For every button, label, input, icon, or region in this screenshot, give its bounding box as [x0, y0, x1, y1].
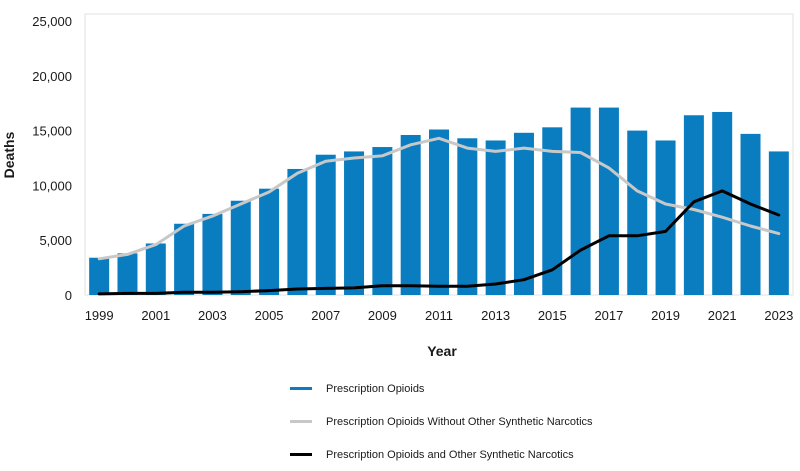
bar-2021	[712, 111, 733, 295]
bar-2013	[485, 140, 506, 295]
bar-2016	[570, 107, 591, 295]
x-tick-label: 2023	[764, 308, 793, 323]
line-series-2	[97, 189, 781, 296]
x-tick-label: 2021	[708, 308, 737, 323]
bar-2004	[230, 200, 251, 295]
bar-2023	[768, 151, 789, 295]
y-axis-ticks: 0 5,000 10,000 15,000 20,000 25,000	[32, 14, 72, 303]
line-series-1	[97, 136, 781, 261]
x-tick-label: 2015	[538, 308, 567, 323]
x-tick-label: 2009	[368, 308, 397, 323]
chart: 0 5,000 10,000 15,000 20,000 25,000 1999 2001 2…	[1, 13, 794, 359]
legend-label: Prescription Opioids and Other Synthetic…	[326, 448, 574, 461]
legend: Prescription Opioids Prescription Opioid…	[290, 372, 593, 471]
x-axis-ticks: 1999 2001 2003 2005 2007 2009 2011 2013 2015 2017…	[85, 308, 794, 323]
bar-2015	[542, 127, 563, 295]
x-tick-label: 1999	[85, 308, 114, 323]
line-series	[97, 136, 781, 296]
bar-2008	[344, 151, 365, 295]
x-tick-label: 2011	[425, 308, 453, 323]
bar-2007	[315, 154, 336, 295]
legend-swatch	[290, 387, 312, 390]
bar-series	[89, 107, 789, 295]
bar-2005	[259, 188, 280, 295]
x-tick-label: 2003	[198, 308, 227, 323]
y-tick-label: 0	[65, 288, 72, 303]
bar-2003	[202, 213, 223, 295]
x-tick-label: 2019	[651, 308, 680, 323]
x-tick-label: 2005	[255, 308, 284, 323]
legend-item-without-synthetic: Prescription Opioids Without Other Synth…	[290, 405, 593, 438]
y-tick-label: 15,000	[32, 124, 72, 139]
y-tick-label: 10,000	[32, 178, 72, 193]
legend-label: Prescription Opioids Without Other Synth…	[326, 415, 593, 428]
legend-item-prescription-opioids: Prescription Opioids	[290, 372, 593, 405]
bar-2022	[740, 133, 761, 295]
x-tick-label: 2007	[311, 308, 340, 323]
bar-2019	[655, 140, 676, 295]
bar-2000	[117, 253, 138, 295]
bar-2012	[457, 138, 478, 295]
bar-1999	[89, 257, 110, 295]
bar-2014	[513, 132, 534, 295]
x-tick-label: 2013	[481, 308, 510, 323]
bar-2017	[598, 107, 619, 295]
bar-2001	[145, 243, 166, 295]
legend-swatch	[290, 420, 312, 423]
y-tick-label: 25,000	[32, 14, 72, 29]
legend-item-with-synthetic: Prescription Opioids and Other Synthetic…	[290, 438, 593, 471]
x-axis-title: Year	[427, 343, 457, 359]
legend-swatch	[290, 453, 312, 456]
x-tick-label: 2001	[141, 308, 170, 323]
bar-2010	[400, 134, 421, 295]
bar-2006	[287, 168, 308, 295]
y-tick-label: 20,000	[32, 69, 72, 84]
legend-label: Prescription Opioids	[326, 382, 425, 395]
bar-2018	[627, 130, 648, 295]
y-tick-label: 5,000	[39, 233, 72, 248]
bar-2011	[429, 129, 449, 295]
bar-2009	[372, 147, 393, 295]
bar-2020	[683, 115, 704, 295]
x-tick-label: 2017	[594, 308, 623, 323]
y-axis-title: Deaths	[1, 131, 17, 178]
bar-2002	[174, 223, 195, 295]
